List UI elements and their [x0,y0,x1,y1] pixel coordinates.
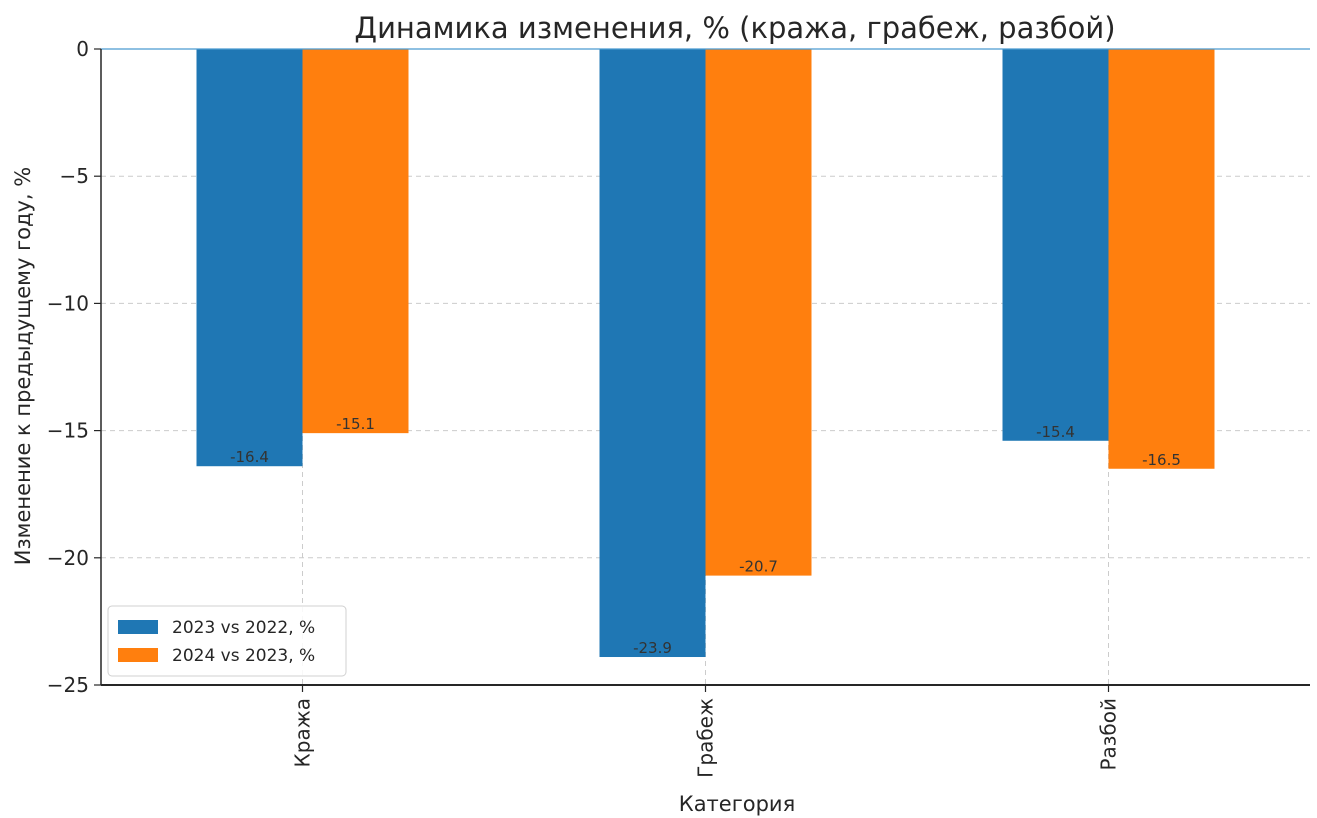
data-label: -16.4 [230,448,269,466]
bar [302,49,409,434]
chart-title: Динамика изменения, % (кража, грабеж, ра… [354,11,1115,45]
y-tick-label: −15 [47,419,89,443]
bar [599,49,706,658]
bar [196,49,303,467]
x-tick-label: Кража [291,698,315,767]
legend-swatch [118,620,158,634]
data-label: -15.1 [336,415,375,433]
axes [94,48,1310,692]
bar [1108,49,1215,469]
data-label: -20.7 [739,558,778,576]
x-axis-label: Категория [679,792,795,816]
legend-label: 2023 vs 2022, % [172,618,315,638]
y-axis-label: Изменение к предыдущему году, % [11,167,35,565]
x-tick-label: Грабеж [694,698,718,778]
bars [196,49,1215,658]
data-label: -23.9 [633,639,672,657]
y-tick-label: −5 [60,164,89,188]
legend: 2023 vs 2022, % 2024 vs 2023, % [107,605,347,677]
bar [1002,49,1109,441]
bar [705,49,812,576]
y-tick-label: −10 [47,291,89,315]
data-labels: -16.4 -23.9 -15.4 -15.1 -20.7 -16.5 [230,415,1181,657]
tick-labels: 0 −5 −10 −15 −20 −25 Кража Грабеж Разбой [47,37,1121,778]
x-tick-label: Разбой [1097,698,1121,771]
legend-swatch [118,648,158,662]
data-label: -15.4 [1036,423,1075,441]
legend-box [107,605,347,677]
y-tick-label: 0 [76,37,89,61]
data-label: -16.5 [1142,451,1181,469]
legend-label: 2024 vs 2023, % [172,646,315,666]
y-tick-label: −25 [47,673,89,697]
y-tick-label: −20 [47,546,89,570]
